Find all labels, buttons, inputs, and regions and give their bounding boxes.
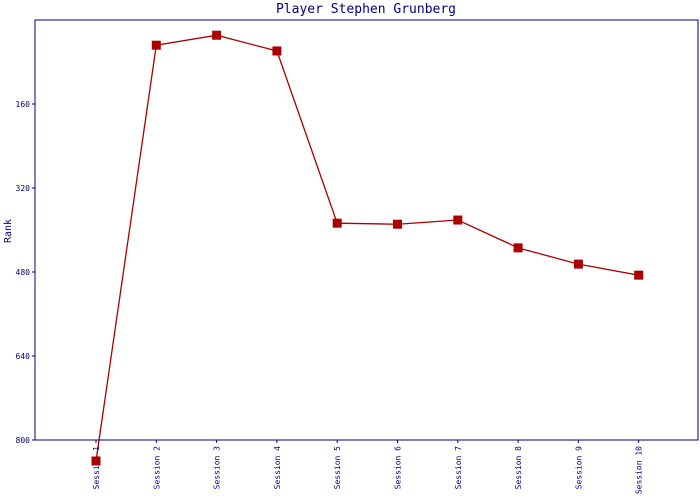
point xyxy=(212,30,222,40)
x-tick-label: Session 2 xyxy=(152,446,161,490)
x-tick-label: Session 1 xyxy=(92,446,101,490)
x-tick-label: Session 7 xyxy=(454,446,463,490)
chart-title: Player Stephen Grunberg xyxy=(276,2,456,17)
y-tick-label: 480 xyxy=(16,268,31,277)
y-tick-label: 640 xyxy=(16,352,31,361)
y-tick-label: 160 xyxy=(16,100,31,109)
y-tick-label: 320 xyxy=(16,184,31,193)
x-tick-label: Session 6 xyxy=(394,446,403,490)
x-tick-label: Session 4 xyxy=(273,446,282,490)
point xyxy=(513,243,523,253)
point xyxy=(453,215,463,225)
point xyxy=(151,40,161,50)
y-tick-label: 800 xyxy=(16,436,31,445)
x-tick-label: Session 5 xyxy=(333,446,342,490)
series-line xyxy=(95,34,639,462)
y-axis-label: Rank xyxy=(3,219,14,243)
x-tick-label: Session 3 xyxy=(213,446,222,490)
x-tick-label: Session 8 xyxy=(514,446,523,490)
point xyxy=(332,218,342,228)
point xyxy=(91,456,101,466)
plot-frame xyxy=(34,19,699,441)
x-tick-label: Session 9 xyxy=(574,446,583,490)
point xyxy=(272,46,282,56)
point xyxy=(573,259,583,269)
point xyxy=(634,270,644,280)
point xyxy=(393,219,402,229)
x-tick-label: Session 10 xyxy=(635,446,644,494)
